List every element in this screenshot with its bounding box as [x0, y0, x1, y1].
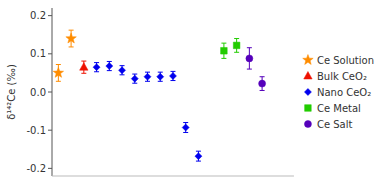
plot-area	[53, 30, 265, 161]
legend: Ce Solution Bulk CeO₂ Nano CeO₂ Ce Metal Ce …	[303, 55, 374, 130]
y-axis-line	[52, 8, 53, 176]
legend-marker	[304, 121, 311, 128]
point	[53, 67, 63, 77]
error-bar	[145, 72, 150, 81]
legend-label: Bulk CeO₂	[317, 71, 367, 82]
tick	[48, 168, 52, 169]
legend-marker	[303, 55, 313, 65]
point	[221, 47, 228, 54]
tick-label: 0.1	[30, 48, 46, 59]
error-bar	[196, 151, 201, 161]
tick	[48, 15, 52, 16]
point	[259, 80, 266, 87]
point	[144, 73, 151, 80]
y-axis: -0.2 -0.1 0.0 0.1 0.2	[26, 8, 293, 176]
legend-marker	[304, 72, 312, 80]
tick-label: 0.2	[30, 10, 46, 21]
point	[106, 63, 113, 70]
point	[169, 72, 176, 79]
series	[53, 30, 76, 81]
chart: Ce Solution Bulk CeO₂ Nano CeO₂ Ce Metal Ce …	[0, 0, 378, 186]
error-bar	[94, 63, 99, 72]
legend-marker	[304, 89, 311, 96]
error-bar	[107, 61, 112, 70]
legend-label: Ce Solution	[317, 55, 374, 66]
legend-item: Bulk CeO₂	[304, 71, 367, 82]
point	[157, 73, 164, 80]
tick-label: -0.2	[26, 163, 46, 174]
point	[93, 64, 100, 71]
tick-label: -0.1	[26, 125, 46, 136]
y-axis-label: δ¹⁴²Ce (‰)	[6, 64, 17, 120]
series	[221, 39, 240, 59]
point	[246, 55, 253, 62]
error-bar	[132, 74, 137, 83]
series	[80, 61, 88, 73]
error-bar	[158, 72, 163, 81]
point	[195, 153, 202, 160]
legend-marker	[305, 105, 312, 112]
tick	[48, 92, 52, 93]
error-bar	[247, 48, 252, 69]
legend-item: Ce Solution	[303, 55, 374, 66]
tick	[48, 130, 52, 131]
error-bar	[170, 71, 175, 80]
tick-label: 0.0	[30, 87, 46, 98]
point	[131, 75, 138, 82]
legend-item: Ce Salt	[304, 119, 352, 130]
tick	[48, 53, 52, 54]
error-bar	[183, 123, 188, 133]
x-axis-line	[52, 176, 294, 177]
legend-label: Nano CeO₂	[317, 87, 371, 98]
legend-label: Ce Metal	[317, 103, 361, 114]
error-bar	[221, 43, 226, 58]
error-bar	[234, 39, 239, 53]
error-bar	[120, 66, 125, 75]
legend-item: Ce Metal	[305, 103, 361, 114]
series	[246, 48, 266, 91]
legend-item: Nano CeO₂	[304, 87, 371, 98]
point	[66, 33, 76, 43]
legend-label: Ce Salt	[317, 119, 353, 130]
series	[93, 61, 202, 161]
point	[233, 42, 240, 49]
point	[119, 67, 126, 74]
point	[80, 63, 88, 70]
point	[182, 124, 189, 131]
